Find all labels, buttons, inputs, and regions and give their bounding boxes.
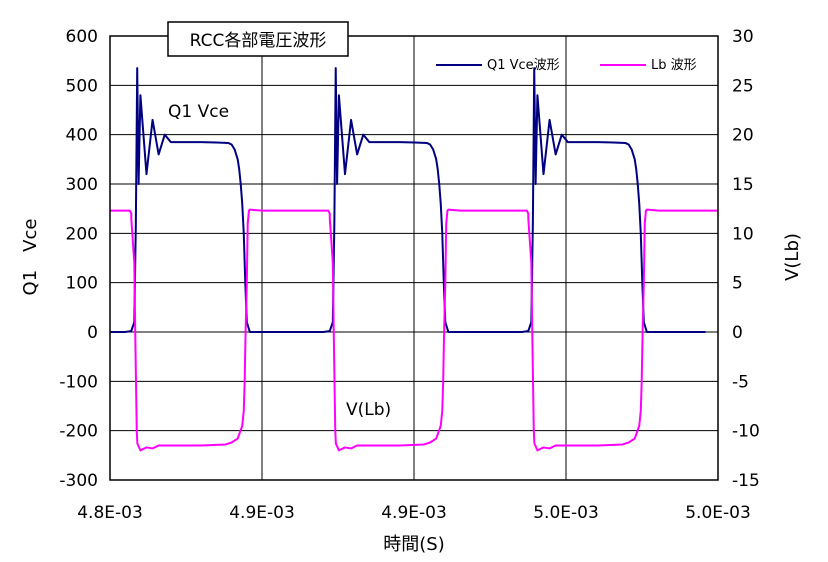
y-tick-left-3: 0 [87, 323, 98, 343]
series-line-0 [110, 67, 706, 333]
y-tick-left-7: 400 [66, 126, 98, 146]
x-tick-0: 4.8E-03 [77, 503, 143, 523]
y-tick-right-2: -5 [732, 372, 749, 392]
series-line-1 [110, 208, 718, 452]
plot-frame [109, 35, 719, 481]
y-tick-right-7: 20 [732, 126, 754, 146]
legend-label-lb: Lb 波形 [651, 58, 697, 73]
legend: Q1 Vce波形 Lb 波形 [436, 58, 697, 73]
x-axis-title: 時間(S) [383, 534, 444, 555]
chart-title-box: RCC各部電圧波形 [167, 21, 349, 57]
chart-title-frame [167, 21, 349, 57]
y-tick-right-3: 0 [732, 323, 743, 343]
legend-label-vce: Q1 Vce波形 [487, 58, 560, 73]
y-tick-left-0: -300 [59, 471, 98, 491]
x-tick-1: 4.9E-03 [229, 503, 295, 523]
y-tick-left-4: 100 [66, 274, 98, 294]
y-axis-title-right: V(Lb) [782, 233, 803, 281]
y-tick-left-6: 300 [66, 175, 98, 195]
y-tick-right-0: -15 [732, 471, 760, 491]
y-axis-title-left: Q1 Vce [20, 219, 41, 296]
chart-title: RCC各部電圧波形 [190, 31, 327, 51]
series-layer [110, 67, 718, 452]
y-tick-right-1: -10 [732, 422, 760, 442]
y-tick-left-9: 600 [66, 27, 98, 47]
x-tick-4: 5.0E-03 [685, 503, 751, 523]
x-tick-3: 5.0E-03 [533, 503, 599, 523]
y-tick-left-5: 200 [66, 224, 98, 244]
annotation-q1-vce: Q1 Vce [168, 102, 229, 122]
x-tick-2: 4.9E-03 [381, 503, 447, 523]
tick-labels: -300 -200 -100 0 100 200 300 400 500 600 -15 -10 -5 0… [59, 27, 759, 523]
y-tick-left-2: -100 [59, 372, 98, 392]
y-tick-right-9: 30 [732, 27, 754, 47]
annotation-v-lb: V(Lb) [346, 400, 391, 420]
y-tick-right-8: 25 [732, 76, 754, 96]
y-tick-right-4: 5 [732, 274, 743, 294]
y-tick-left-8: 500 [66, 76, 98, 96]
y-tick-right-5: 10 [732, 224, 754, 244]
y-tick-right-6: 15 [732, 175, 754, 195]
y-tick-left-1: -200 [59, 422, 98, 442]
plot-border [109, 35, 719, 481]
